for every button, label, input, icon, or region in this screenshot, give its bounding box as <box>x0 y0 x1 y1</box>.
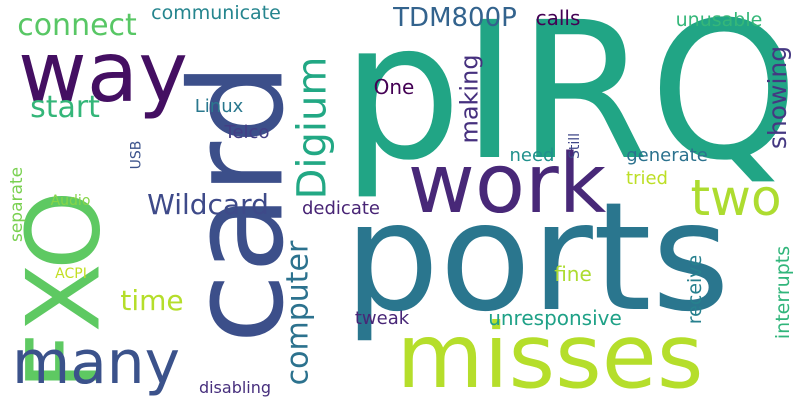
word-showing: showing <box>762 45 792 150</box>
word-separate: separate <box>7 166 28 242</box>
word-generate: generate <box>626 145 708 166</box>
word-receive: receive <box>684 254 707 324</box>
word-misses: misses <box>396 304 704 400</box>
word-interrupts: interrupts <box>772 245 795 340</box>
word-connect: connect <box>17 7 137 43</box>
word-work: work <box>407 137 607 232</box>
word-usb: USB <box>127 140 144 170</box>
word-way: way <box>18 23 188 122</box>
word-time: time <box>120 284 184 317</box>
word-unresponsive: unresponsive <box>488 306 622 330</box>
word-pirq: pIRQ <box>341 0 799 203</box>
word-disabling: disabling <box>198 378 272 397</box>
word-still: Still <box>566 132 583 159</box>
word-need: need <box>509 145 555 166</box>
word-one: One <box>373 75 415 99</box>
word-tdm800p: TDM800P <box>393 3 517 33</box>
word-wildcard: Wildcard <box>147 188 269 221</box>
word-dedicate: dedicate <box>302 198 380 219</box>
word-two: two <box>690 168 782 227</box>
word-unusable: unusable <box>675 8 763 31</box>
word-making: making <box>455 54 484 144</box>
word-linux: Linux <box>194 96 244 117</box>
word-telco: Telco <box>224 122 270 143</box>
word-calls: calls <box>535 6 581 30</box>
word-audio: Audio <box>50 193 91 209</box>
word-computer: computer <box>279 240 315 385</box>
word-many: many <box>12 329 180 399</box>
word-tweak: tweak <box>354 308 410 329</box>
word-fine: fine <box>554 262 592 286</box>
word-communicate: communicate <box>151 1 281 24</box>
word-tried: tried <box>626 168 668 189</box>
word-digium: Digium <box>289 56 336 199</box>
word-acpi: ACPI <box>55 266 87 282</box>
word-ports: ports <box>344 171 730 345</box>
word-start: start <box>30 89 100 125</box>
